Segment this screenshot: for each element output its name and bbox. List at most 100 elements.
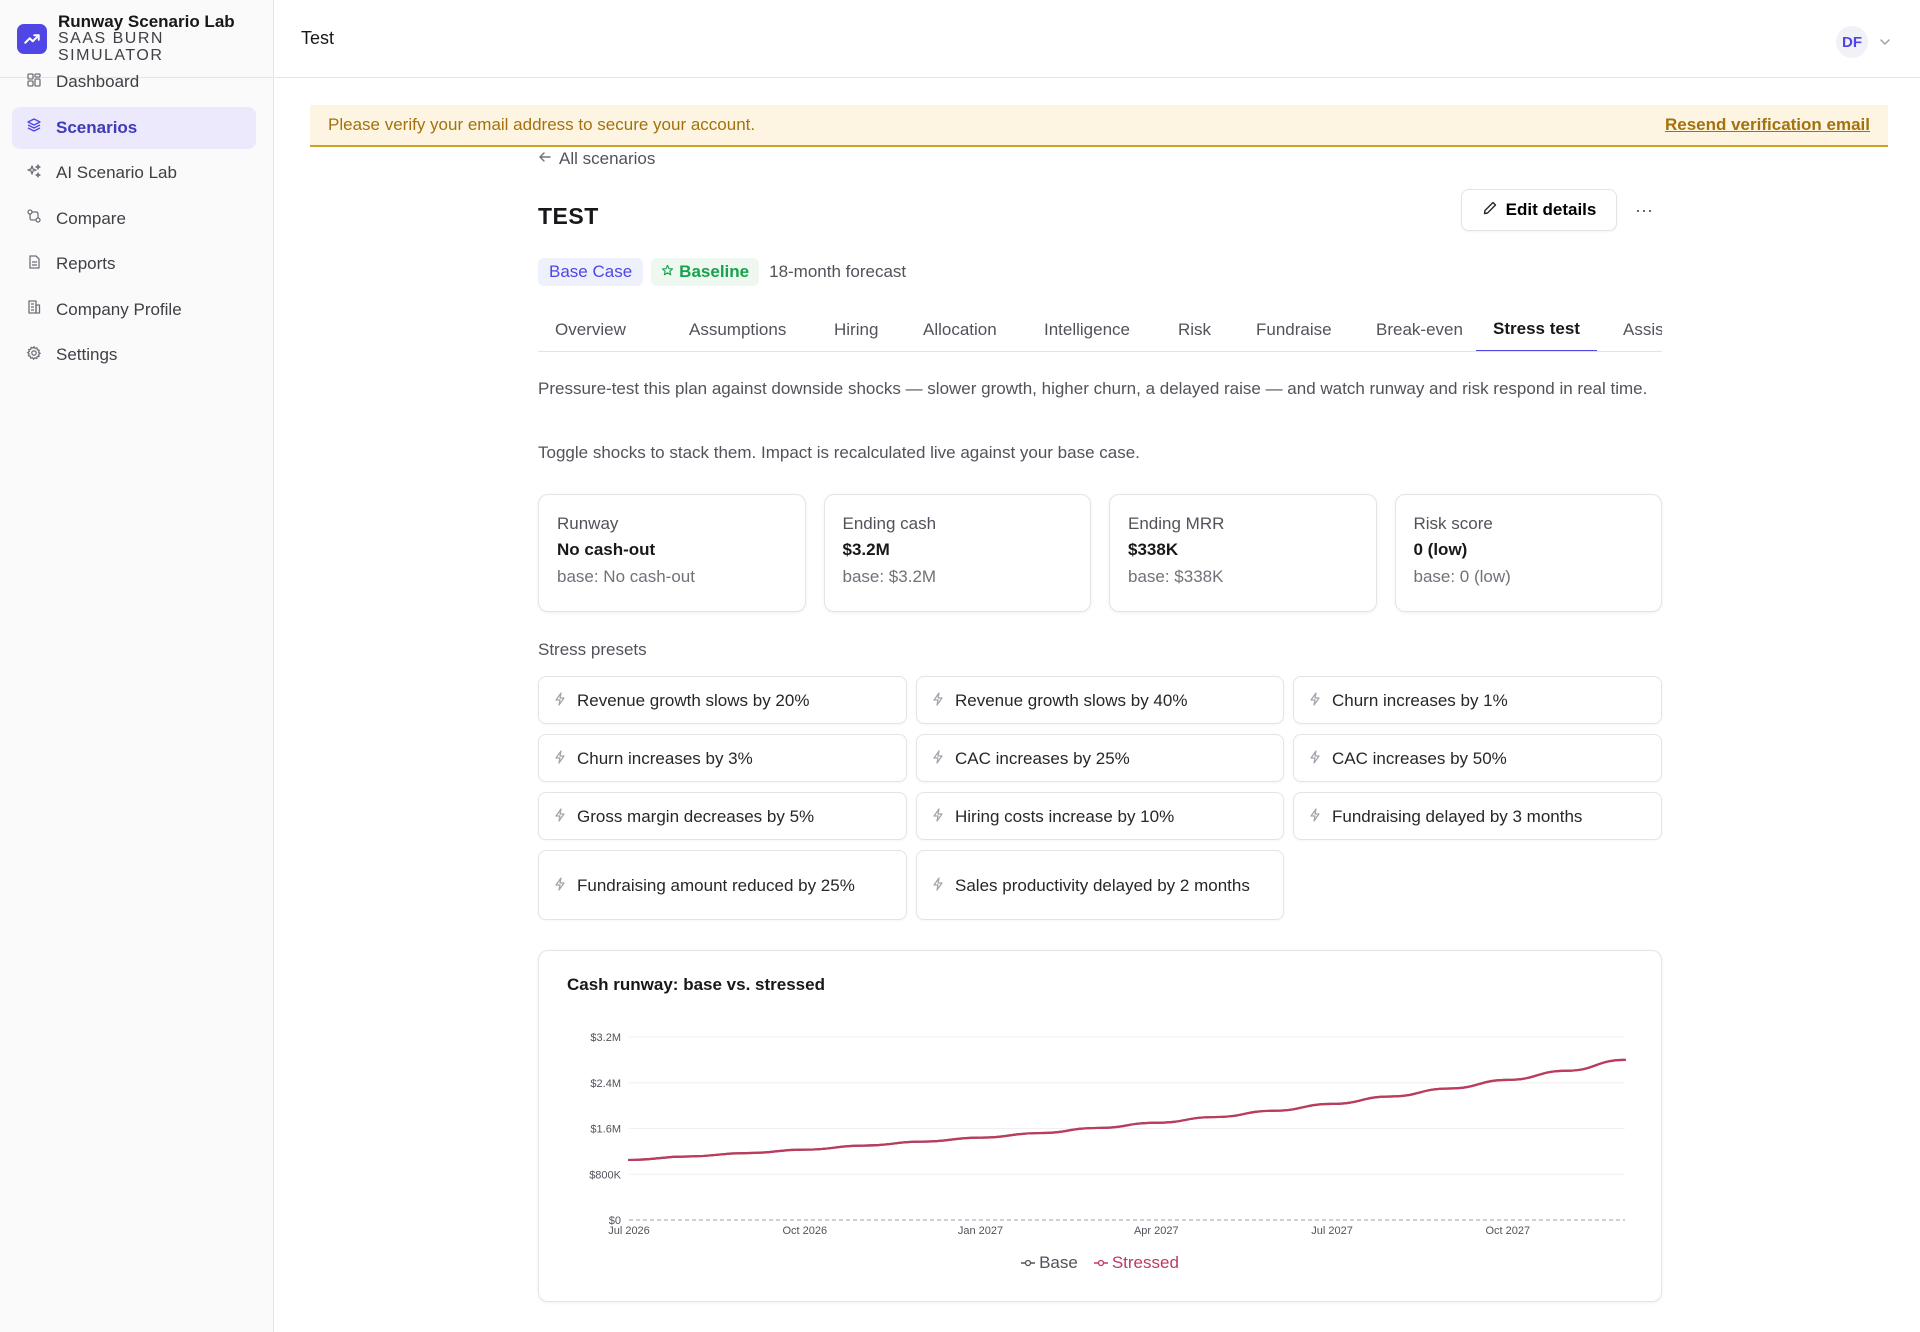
legend-item-base[interactable]: Base [1021,1253,1078,1273]
chart-legend: Base Stressed [539,1253,1661,1273]
verify-email-banner: Please verify your email address to secu… [310,105,1888,147]
preset-label: CAC increases by 25% [955,748,1130,768]
sidebar-item-company-profile[interactable]: Company Profile [12,289,256,331]
y-tick-label: $800K [589,1169,621,1181]
kpi-value: $3.2M [842,540,890,559]
star-icon [661,262,674,282]
sidebar-item-reports[interactable]: Reports [12,243,256,285]
preset-label: Gross margin decreases by 5% [577,806,815,826]
preset-fundraising-reduced-25[interactable]: Fundraising amount reduced by 25% [538,850,907,920]
chevron-down-icon[interactable] [1878,35,1892,49]
sidebar-item-label: Scenarios [56,117,138,137]
sidebar-item-dashboard[interactable]: Dashboard [12,61,256,103]
kpi-value: 0 (low) [1413,540,1468,559]
tab-intelligence[interactable]: Intelligence [1044,320,1131,339]
preset-sales-productivity-2[interactable]: Sales productivity delayed by 2 months [916,850,1284,920]
sidebar-item-ai-scenario-lab[interactable]: AI Scenario Lab [12,152,256,194]
series-line-stressed [627,1058,1627,1162]
preset-label: Churn increases by 3% [577,748,753,768]
sparkles-icon [26,163,42,184]
y-tick-label: $0 [609,1215,621,1227]
x-tick-label: Jul 2027 [1311,1225,1353,1237]
tab-assumptions[interactable]: Assumptions [689,320,787,339]
kpi-base: base: No cash-out [557,567,695,586]
app-name: Runway Scenario Lab [58,12,235,31]
kpi-card-ending-mrr: Ending MRR $338K base: $338K [1109,494,1377,612]
tab-risk[interactable]: Risk [1178,320,1212,339]
zap-icon [1308,689,1322,712]
stress-toggle-note: Toggle shocks to stack them. Impact is r… [538,443,1140,462]
edit-details-button[interactable]: Edit details [1461,189,1617,231]
legend-label-stressed: Stressed [1111,1253,1179,1272]
preset-churn-1[interactable]: Churn increases by 1% [1293,676,1662,724]
avatar[interactable]: DF [1836,26,1868,58]
zap-icon [1308,747,1322,770]
resend-verification-link[interactable]: Resend verification email [1664,115,1870,134]
tab-stress-test[interactable]: Stress test [1476,308,1597,351]
brand[interactable]: Runway Scenario Lab SAAS BURN SIMULATOR [0,0,273,78]
preset-gross-margin-5[interactable]: Gross margin decreases by 5% [538,792,907,840]
kpi-card-runway: Runway No cash-out base: No cash-out [538,494,806,612]
kpi-value: No cash-out [557,540,656,559]
preset-label: Churn increases by 1% [1332,690,1508,710]
x-tick-label: Jul 2026 [608,1225,650,1237]
preset-label: Revenue growth slows by 20% [577,690,810,710]
sidebar-item-settings[interactable]: Settings [12,334,256,376]
tab-overview[interactable]: Overview [555,320,626,339]
preset-label: Fundraising amount reduced by 25% [577,875,855,895]
tab-assistant[interactable]: Assistant [1623,320,1662,339]
legend-item-stressed[interactable]: Stressed [1093,1253,1179,1273]
case-badge: Base Case [538,258,644,286]
kpi-base: base: $3.2M [842,567,937,586]
y-tick-label: $3.2M [590,1032,621,1044]
zap-icon [931,874,945,897]
back-to-scenarios-link[interactable]: All scenarios [538,149,655,169]
preset-revenue-growth-40[interactable]: Revenue growth slows by 40% [916,676,1284,724]
sidebar-item-label: Company Profile [56,299,182,319]
zap-icon [931,805,945,828]
sidebar-item-compare[interactable]: Compare [12,198,256,240]
sidebar-item-label: Reports [56,254,116,273]
preset-cac-25[interactable]: CAC increases by 25% [916,734,1284,782]
kpi-cards: Runway No cash-out base: No cash-out End… [538,494,1662,612]
banner-message: Please verify your email address to secu… [328,115,756,134]
building-icon [26,299,42,320]
preset-label: Revenue growth slows by 40% [955,690,1188,710]
preset-label: Hiring costs increase by 10% [955,806,1175,826]
kpi-value: $338K [1128,540,1179,559]
sidebar-nav: Dashboard Scenarios AI Scenario Lab Comp… [12,61,256,380]
forecast-label: 18-month forecast [769,262,907,281]
preset-fundraising-delayed-3[interactable]: Fundraising delayed by 3 months [1293,792,1662,840]
y-tick-label: $2.4M [590,1078,621,1090]
preset-revenue-growth-20[interactable]: Revenue growth slows by 20% [538,676,907,724]
app-subtitle-line1: SAAS BURN [58,30,164,47]
back-label: All scenarios [559,149,656,168]
scenario-tabs: Overview Assumptions Hiring Allocation I… [538,308,1662,352]
preset-churn-3[interactable]: Churn increases by 3% [538,734,907,782]
tab-hiring[interactable]: Hiring [834,320,879,339]
tab-allocation[interactable]: Allocation [923,320,997,339]
zap-icon [1308,805,1322,828]
edit-details-label: Edit details [1505,200,1597,219]
sidebar-item-scenarios[interactable]: Scenarios [12,106,256,149]
preset-hiring-costs-10[interactable]: Hiring costs increase by 10% [916,792,1284,840]
preset-label: Sales productivity delayed by 2 months [955,875,1250,895]
tab-break-even[interactable]: Break-even [1376,320,1463,339]
zap-icon [553,805,567,828]
cash-runway-chart: Cash runway: base vs. stressed $0 $800K $1… [538,950,1662,1302]
legend-marker-stressed [1093,1259,1108,1267]
kpi-label: Runway [557,514,619,533]
scenario-badges: Base Case Baseline 18-month forecast [538,257,906,287]
preset-cac-50[interactable]: CAC increases by 50% [1293,734,1662,782]
stress-description: Pressure-test this plan against downside… [538,379,1648,398]
compare-icon [26,208,42,229]
chart-plot: $0 $800K $1.6M $2.4M $3.2M Jul 2026 Oct 2026 Ja… [589,1032,1627,1237]
tab-fundraise[interactable]: Fundraise [1256,320,1332,339]
page-title: TEST [538,203,599,229]
legend-marker-base [1021,1259,1036,1267]
legend-label-base: Base [1039,1253,1078,1272]
more-options-button[interactable]: ··· [1635,199,1653,220]
file-icon [26,254,42,275]
kpi-label: Risk score [1413,514,1493,533]
kpi-label: Ending MRR [1128,514,1225,533]
